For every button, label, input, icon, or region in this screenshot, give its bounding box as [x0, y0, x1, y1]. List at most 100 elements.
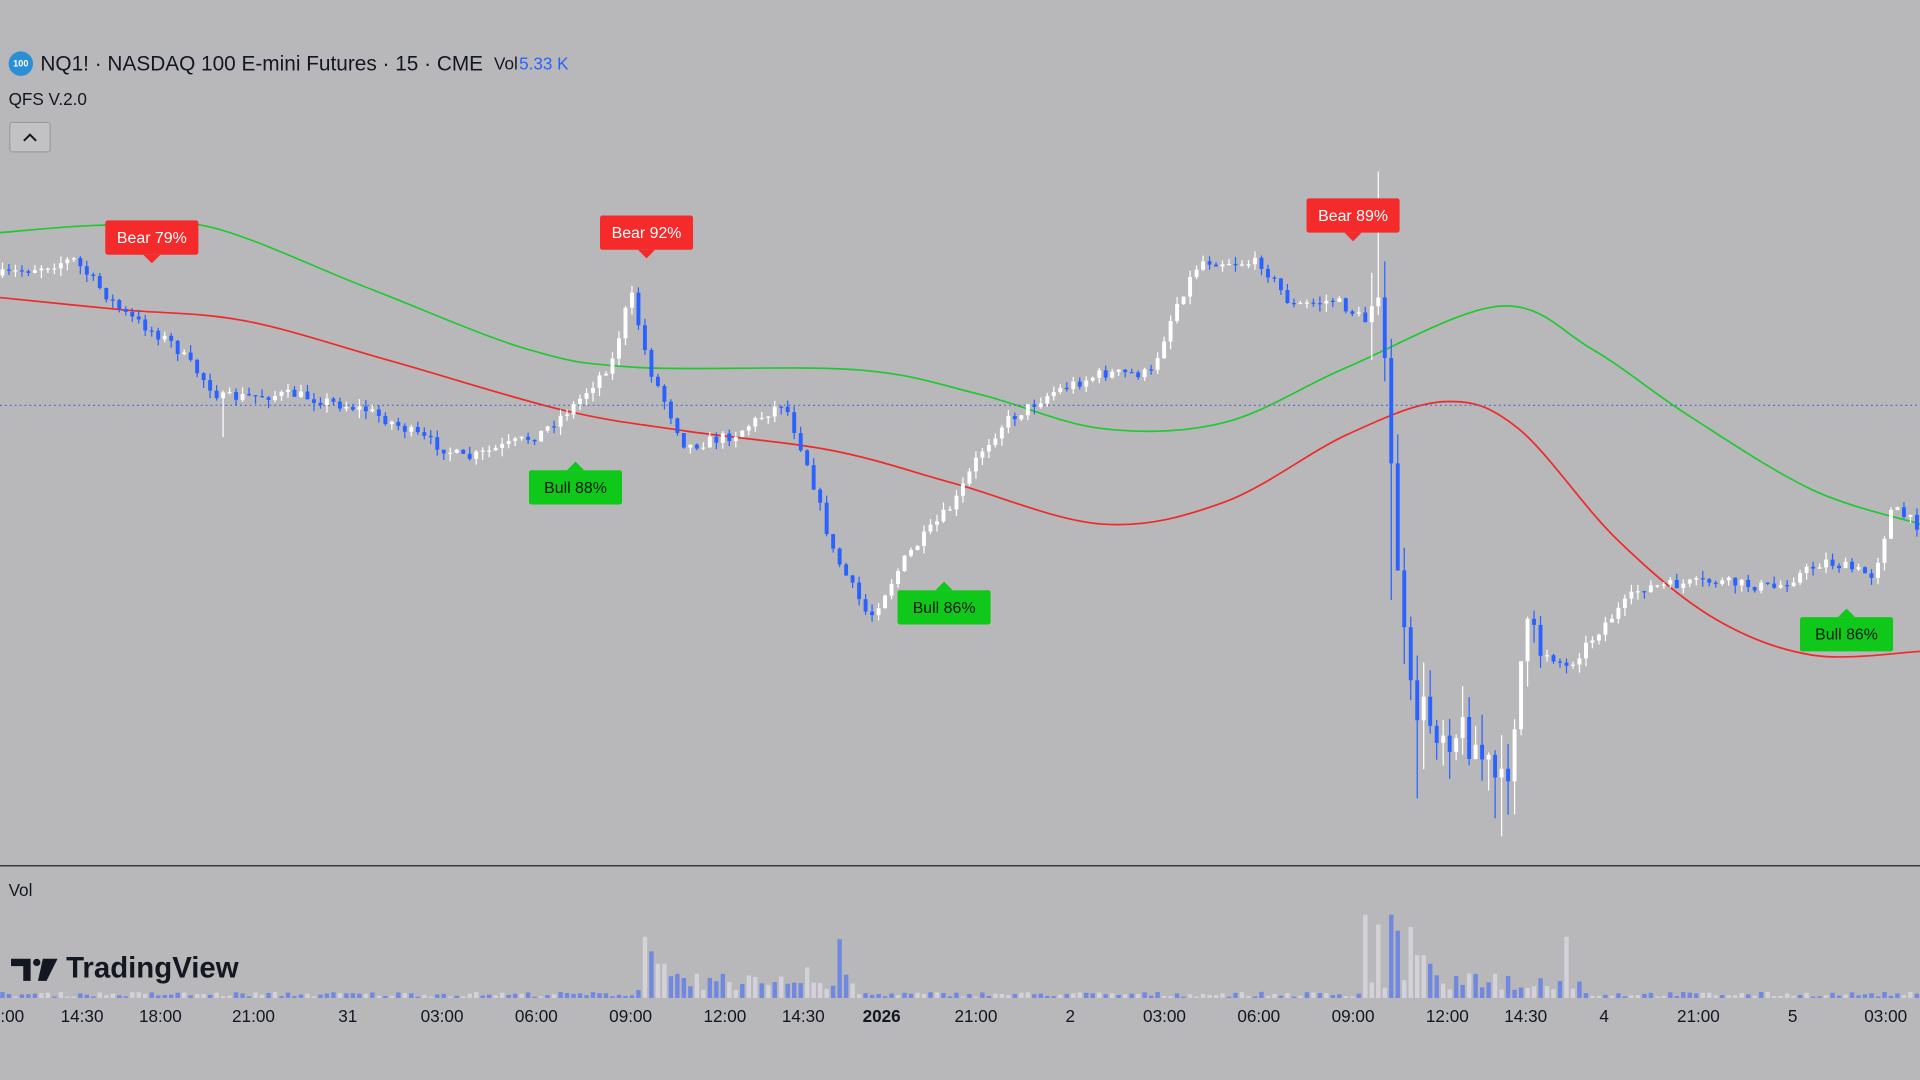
volume-bar	[564, 992, 570, 998]
volume-bar	[798, 983, 803, 998]
candle-body	[1895, 507, 1900, 510]
volume-bar	[1077, 992, 1082, 998]
volume-bar	[1025, 992, 1031, 998]
volume-bar	[175, 992, 180, 998]
volume-bar	[1155, 992, 1160, 998]
symbol-title[interactable]: NQ1! · NASDAQ 100 E-mini Futures · 15 · …	[40, 52, 483, 75]
volume-bar	[39, 993, 44, 998]
volume-bar	[1045, 996, 1050, 998]
candle-body	[694, 444, 699, 449]
candle-body	[292, 389, 297, 397]
candle-body	[1376, 297, 1381, 307]
volume-bar	[1720, 995, 1725, 998]
candle-body	[1655, 585, 1660, 587]
volume-bar	[363, 993, 369, 998]
volume-bar	[1135, 993, 1141, 998]
candle-body	[240, 393, 245, 400]
candle-body	[1084, 380, 1089, 387]
candle-body	[389, 421, 394, 425]
candle-body	[811, 465, 816, 490]
candle-body	[480, 450, 485, 452]
candle-body	[1856, 567, 1861, 570]
candle-body	[1350, 311, 1355, 314]
volume-bar	[584, 995, 589, 998]
volume-bar	[1817, 996, 1822, 998]
volume-bar	[1791, 995, 1796, 998]
volume-bar	[740, 984, 745, 998]
candle-body	[1752, 587, 1757, 591]
candle-body	[1707, 579, 1712, 583]
candle-body	[578, 398, 582, 405]
candle-body	[266, 397, 271, 400]
symbol-logo[interactable]	[8, 51, 34, 76]
volume-bar	[1291, 996, 1297, 998]
volume-bar	[882, 996, 888, 998]
volume-bar	[402, 993, 408, 998]
candle-body	[324, 398, 329, 406]
candle-body	[604, 373, 608, 376]
volume-bar	[577, 993, 583, 998]
collapse-button[interactable]	[9, 121, 51, 153]
volume-bar	[571, 993, 576, 998]
candle-body	[1486, 754, 1491, 760]
candle-body	[1272, 277, 1277, 279]
candle-body	[1071, 381, 1076, 389]
candle-body	[1837, 565, 1842, 569]
signal-arrow	[143, 254, 161, 264]
candle-body	[65, 259, 70, 264]
volume-bar	[344, 993, 349, 998]
signal-box	[1800, 617, 1894, 652]
candle-body	[584, 393, 589, 399]
candle-body	[428, 435, 433, 438]
volume-bar	[1129, 993, 1134, 998]
candle-body	[1850, 561, 1854, 570]
volume-bar	[1882, 991, 1887, 998]
volume-bar	[941, 993, 946, 998]
candle-body	[954, 495, 959, 510]
volume-bar	[1226, 996, 1232, 998]
volume-bar	[1895, 993, 1900, 998]
volume-bar	[856, 994, 862, 998]
volume-bar	[1661, 995, 1667, 998]
volume-bar	[967, 994, 972, 998]
volume-bar	[324, 993, 330, 998]
volume-bar	[1473, 973, 1478, 998]
indicator-name[interactable]: QFS V.2.0	[9, 89, 87, 109]
candle-body	[1194, 269, 1199, 278]
candle-body	[883, 595, 888, 609]
volume-bar	[1869, 993, 1874, 998]
candle-body	[1317, 303, 1322, 305]
volume-bar	[1272, 993, 1277, 998]
volume-bar	[1103, 994, 1108, 998]
candle-body	[973, 457, 978, 472]
volume-bar	[993, 993, 998, 998]
volume-bar	[474, 992, 479, 998]
candle-body	[1162, 341, 1167, 359]
candle-body	[1635, 591, 1640, 593]
candle-body	[1415, 680, 1420, 721]
candle-body	[273, 395, 277, 400]
candle-body	[1214, 264, 1218, 267]
volume-bar	[1421, 955, 1426, 998]
volume-bar	[954, 992, 959, 998]
volume-bar	[1707, 992, 1712, 998]
signal-label: Bear 89%	[1318, 208, 1388, 225]
volume-bar	[1609, 995, 1615, 998]
candle-body	[1363, 312, 1368, 323]
volume-bar	[1544, 986, 1550, 998]
volume-bar	[1084, 992, 1089, 998]
ma-red	[0, 296, 1920, 658]
candle-body	[941, 509, 946, 522]
candle-body	[1700, 578, 1705, 580]
volume-bar	[350, 993, 356, 998]
candle-body	[1545, 655, 1549, 657]
volume-bar	[305, 993, 310, 998]
candle-body	[1304, 302, 1309, 304]
candle-body	[279, 391, 284, 396]
candle-body	[1123, 369, 1128, 373]
volume-bar	[1440, 983, 1446, 998]
volume-bar	[889, 993, 894, 998]
volume-bar	[902, 992, 907, 998]
volume-bar	[804, 967, 810, 998]
candle-body	[1791, 582, 1796, 586]
